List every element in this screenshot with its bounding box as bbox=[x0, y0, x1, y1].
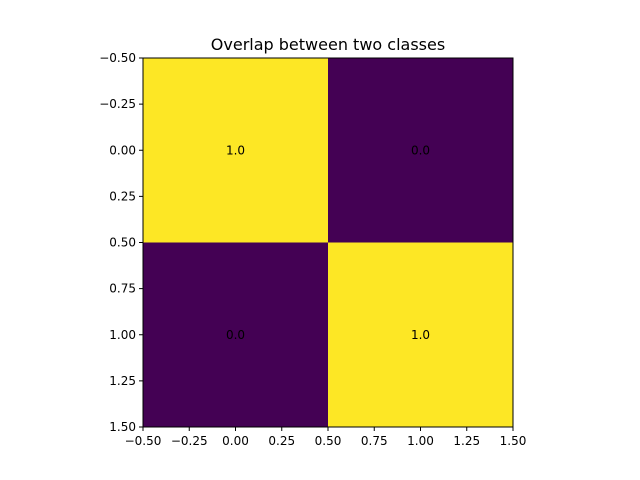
heatmap-cell-1-1 bbox=[328, 242, 513, 427]
heatmap-cell-labels: 1.0 0.0 0.0 1.0 bbox=[226, 143, 430, 342]
x-tick-label: −0.50 bbox=[125, 434, 162, 448]
chart-title: Overlap between two classes bbox=[211, 35, 445, 54]
y-tick-label: 1.50 bbox=[109, 420, 136, 434]
heatmap-cell-0-0 bbox=[143, 58, 328, 243]
y-tick-label: 1.00 bbox=[109, 328, 136, 342]
heatmap-cells bbox=[143, 58, 513, 427]
x-tick-label: 1.00 bbox=[407, 434, 434, 448]
heatmap-cell-1-0 bbox=[143, 242, 328, 427]
y-tick-label: −0.50 bbox=[99, 51, 136, 65]
cell-value-label-0-0: 1.0 bbox=[226, 143, 245, 157]
x-tick-label: 1.50 bbox=[500, 434, 527, 448]
y-tick-label: 0.00 bbox=[109, 143, 136, 157]
x-tick-label: −0.25 bbox=[171, 434, 208, 448]
y-tick-label: 1.25 bbox=[109, 374, 136, 388]
cell-value-label-1-0: 0.0 bbox=[226, 328, 245, 342]
y-tick-label: −0.25 bbox=[99, 97, 136, 111]
y-tick-label: 0.50 bbox=[109, 236, 136, 250]
cell-value-label-1-1: 1.0 bbox=[411, 328, 430, 342]
heatmap-cell-0-1 bbox=[328, 58, 513, 243]
cell-value-label-0-1: 0.0 bbox=[411, 143, 430, 157]
x-tick-label: 0.75 bbox=[361, 434, 388, 448]
x-axis: −0.50 −0.25 0.00 0.25 0.50 0.75 1.00 1.25 1.50 bbox=[125, 427, 527, 448]
y-tick-label: 0.75 bbox=[109, 282, 136, 296]
x-tick-label: 0.50 bbox=[315, 434, 342, 448]
x-tick-label: 1.25 bbox=[453, 434, 480, 448]
y-tick-label: 0.25 bbox=[109, 189, 136, 203]
y-axis: −0.50 −0.25 0.00 0.25 0.50 0.75 1.00 1.25 1.50 bbox=[99, 51, 143, 434]
x-tick-label: 0.25 bbox=[268, 434, 295, 448]
x-tick-label: 0.00 bbox=[222, 434, 249, 448]
